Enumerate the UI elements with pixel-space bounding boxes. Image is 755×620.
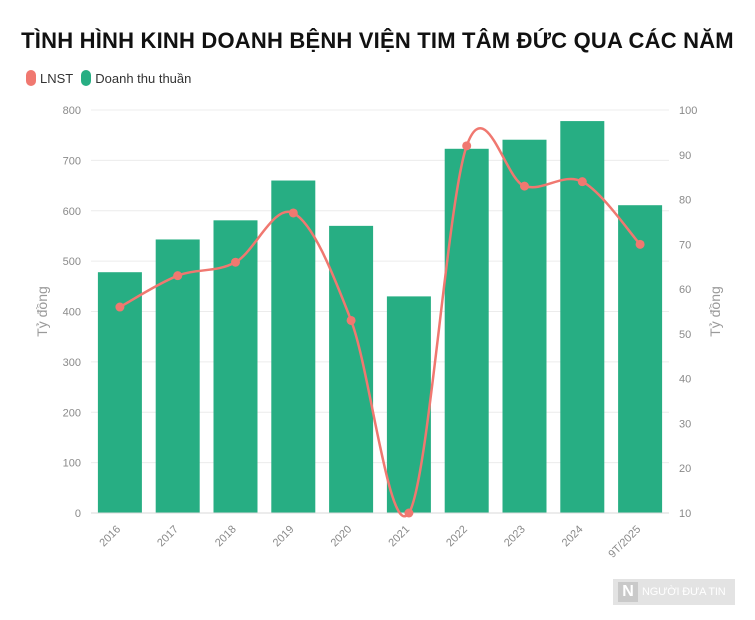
bar-revenue [271, 180, 316, 513]
x-tick-label: 2016 [97, 523, 123, 549]
y-tick-label: 300 [63, 357, 81, 369]
legend-item-revenue[interactable]: Doanh thu thuần [81, 70, 191, 86]
y2-tick-label: 30 [679, 418, 691, 430]
point-lnst [173, 271, 183, 281]
x-tick-label: 9T/2025 [606, 523, 643, 560]
point-lnst [346, 315, 356, 325]
bar-revenue [97, 272, 142, 513]
x-tick-label: 2018 [213, 523, 239, 549]
bar-revenue [618, 205, 663, 514]
y2-tick-label: 80 [679, 195, 691, 207]
logo-text: NGƯỜI ĐƯA TIN [642, 586, 726, 598]
x-tick-label: 2019 [271, 523, 297, 549]
y2-tick-label: 20 [679, 463, 691, 475]
y2-axis-title: Tỷ đồng [707, 286, 723, 337]
legend-label-lnst: LNST [40, 70, 74, 86]
point-lnst [115, 302, 125, 312]
point-lnst [462, 141, 472, 151]
bar-revenue [329, 225, 374, 514]
point-lnst [635, 239, 645, 249]
revenue-swatch [81, 70, 92, 86]
bar-revenue [502, 139, 547, 513]
logo-mark-icon: N [618, 582, 638, 602]
y2-tick-label: 90 [679, 150, 691, 162]
y-tick-label: 100 [63, 458, 81, 470]
x-tick-label: 2023 [502, 523, 528, 549]
y2-tick-label: 70 [679, 239, 691, 251]
y2-tick-label: 60 [679, 284, 691, 296]
y2-tick-label: 40 [679, 374, 691, 386]
y2-tick-label: 50 [679, 329, 691, 341]
bar-revenue [444, 148, 489, 513]
x-tick-label: 2024 [560, 523, 586, 549]
y2-tick-label: 100 [679, 105, 697, 117]
point-lnst [231, 257, 240, 267]
y-tick-label: 400 [63, 307, 81, 319]
legend-label-revenue: Doanh thu thuần [95, 70, 192, 86]
y-tick-label: 500 [63, 256, 81, 268]
x-tick-label: 2017 [155, 523, 181, 549]
y-tick-label: 200 [63, 407, 81, 419]
bar-revenue [213, 220, 258, 514]
point-lnst [520, 181, 529, 191]
y-tick-label: 800 [63, 105, 81, 117]
chart-title: TÌNH HÌNH KINH DOANH BỆNH VIỆN TIM TÂM Đ… [21, 28, 734, 53]
bar-revenue [386, 296, 431, 513]
y2-tick-label: 10 [679, 508, 691, 520]
y-tick-label: 0 [75, 508, 81, 520]
bar-revenue [560, 121, 605, 514]
legend-item-lnst[interactable]: LNST [26, 70, 73, 86]
y-tick-label: 600 [63, 206, 81, 218]
x-tick-label: 2021 [386, 523, 412, 549]
x-tick-label: 2022 [444, 523, 470, 549]
bar-revenue [155, 239, 200, 513]
y-tick-label: 700 [63, 155, 81, 167]
watermark-logo: N NGƯỜI ĐƯA TIN [613, 579, 735, 605]
y-axis-title: Tỷ đồng [34, 286, 50, 337]
x-tick-label: 2020 [329, 523, 355, 549]
lnst-swatch [26, 70, 36, 86]
point-lnst [404, 508, 414, 518]
point-lnst [288, 208, 298, 218]
legend: LNST Doanh thu thuần [26, 70, 191, 86]
point-lnst [577, 177, 587, 187]
